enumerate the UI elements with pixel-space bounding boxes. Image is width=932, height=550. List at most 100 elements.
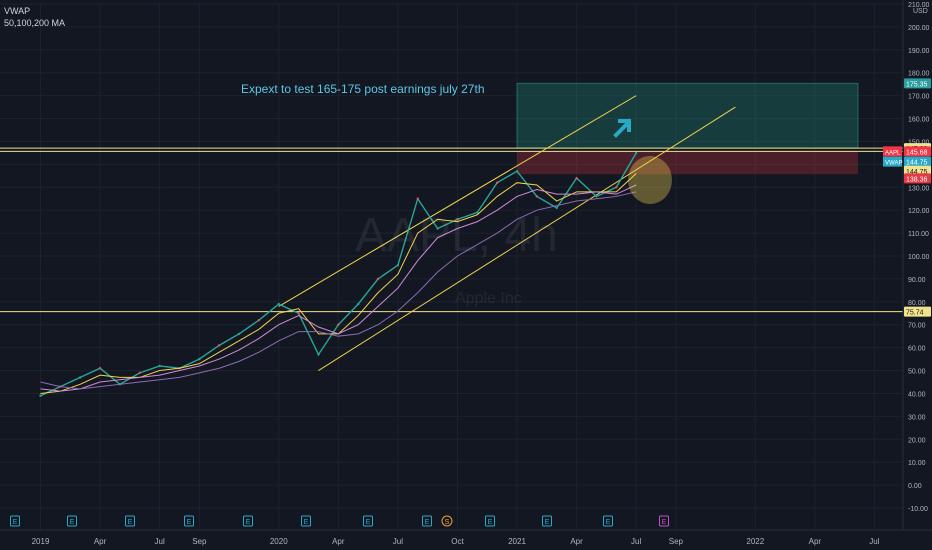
event-marker-label: E: [366, 519, 371, 526]
time-tick-label: Jul: [155, 537, 165, 546]
price-tick-label: 20.00: [908, 437, 926, 444]
data-point: [198, 357, 201, 361]
data-point: [615, 186, 618, 189]
price-tick-label: 200.00: [908, 25, 930, 32]
time-tick-label: 2020: [270, 537, 288, 546]
symbol-tag: AAPL: [885, 150, 901, 156]
time-tick-label: Sep: [192, 537, 207, 546]
watermark-name: Apple Inc: [455, 290, 522, 307]
earnings-marker: [603, 515, 613, 527]
time-tick-label: Apr: [809, 537, 822, 546]
data-point: [634, 151, 638, 155]
symbol-tag-bg: [883, 156, 902, 167]
data-point: [416, 197, 419, 200]
data-point: [456, 218, 459, 221]
split-marker: [441, 515, 453, 527]
price-tick-label: 70.00: [908, 323, 926, 330]
earnings-marker: [125, 515, 135, 527]
event-marker-label: E: [488, 519, 493, 526]
time-tick-label: Jul: [631, 537, 641, 546]
data-point: [317, 353, 320, 356]
earnings-marker: [184, 515, 194, 527]
indicator-vwap[interactable]: VWAP: [4, 6, 31, 16]
event-marker-label: E: [246, 519, 251, 526]
price-tick-label: 0.00: [908, 483, 922, 490]
marks: [613, 119, 672, 204]
time-tick-label: Sep: [669, 537, 684, 546]
data-point: [396, 263, 400, 267]
data-point: [98, 367, 102, 370]
price-tick-label: 100.00: [908, 254, 930, 261]
price-tick-label: 50.00: [908, 369, 926, 376]
event-marker-label: E: [606, 519, 611, 526]
price-tick-label: 180.00: [908, 71, 930, 78]
price-tick-label: 90.00: [908, 277, 926, 284]
time-tick-label: 2019: [32, 537, 50, 546]
earnings-marker: [10, 515, 20, 527]
data-point: [39, 394, 42, 397]
data-point: [515, 170, 519, 173]
event-marker-label: S: [445, 519, 450, 526]
chart-annotation[interactable]: Expext to test 165-175 post earnings jul…: [241, 82, 485, 96]
event-marker-label: E: [128, 519, 133, 526]
price-tick-label: 10.00: [908, 460, 926, 467]
price-tick-label: -10.00: [908, 506, 928, 513]
price-tick-label: 40.00: [908, 391, 926, 398]
price-label: 175.35: [906, 81, 928, 88]
stop-zone: [517, 151, 858, 175]
data-point: [575, 176, 578, 180]
earnings-marker: [422, 515, 432, 527]
time-tick-label: Apr: [94, 537, 107, 546]
earnings-marker: [301, 515, 311, 527]
highlight-blob: [628, 156, 672, 204]
price-label-bg: [904, 173, 931, 184]
price-tick-label: 120.00: [908, 208, 930, 215]
price-tick-label: 60.00: [908, 346, 926, 353]
time-tick-label: Apr: [332, 537, 345, 546]
earnings-marker: [363, 515, 373, 527]
price-label: 145.68: [906, 149, 928, 156]
data-point: [257, 318, 261, 322]
price-tick-label: 130.00: [908, 185, 930, 192]
data-point: [158, 364, 161, 368]
data-point: [535, 195, 539, 198]
symbol-tag: VWAP: [885, 161, 902, 167]
data-point: [138, 371, 141, 375]
currency-label: USD: [913, 8, 928, 15]
event-marker-label: E: [304, 519, 309, 526]
data-point: [495, 181, 499, 184]
series: [39, 151, 638, 397]
time-tick-label: Jul: [393, 537, 403, 546]
event-marker-label: E: [70, 519, 75, 526]
time-tick-label: Apr: [570, 537, 583, 546]
time-tick-label: Jul: [869, 537, 879, 546]
data-point: [277, 302, 280, 306]
earnings-marker: [485, 515, 495, 527]
indicator-ma[interactable]: 50,100,200 MA: [4, 18, 66, 28]
earnings-marker: [67, 515, 77, 527]
price-tick-label: 210.00: [908, 2, 930, 9]
time-axis[interactable]: 2019 Apr Jul Sep 2020 Apr Jul Oct 2021 Apr Jul Sep 2…: [0, 529, 932, 546]
data-point: [436, 227, 439, 230]
earnings-marker: [659, 515, 669, 527]
price-tick-label: 80.00: [908, 300, 926, 307]
price-axis[interactable]: 210.00 200.00 190.00 180.00 170.00 160.00 150.…: [883, 0, 932, 550]
price-label-bg: [904, 78, 931, 89]
data-point: [297, 312, 300, 315]
price-tick-label: 110.00: [908, 231, 929, 238]
price-axis-bg: [903, 0, 932, 550]
channel-upper-line: [278, 95, 637, 307]
price-label-bg: [904, 156, 931, 167]
watermark-symbol: AAPL, 4h: [355, 209, 558, 262]
price-label: 75.74: [906, 310, 924, 317]
event-marker-label: E: [662, 519, 667, 526]
data-point: [79, 376, 82, 379]
earnings-marker: [542, 515, 552, 527]
target-zone: [516, 82, 859, 149]
event-marker-label: E: [13, 519, 18, 526]
price-label-bg: [904, 146, 931, 157]
time-tick-label: 2022: [746, 537, 764, 546]
time-tick-label: Oct: [451, 537, 464, 546]
